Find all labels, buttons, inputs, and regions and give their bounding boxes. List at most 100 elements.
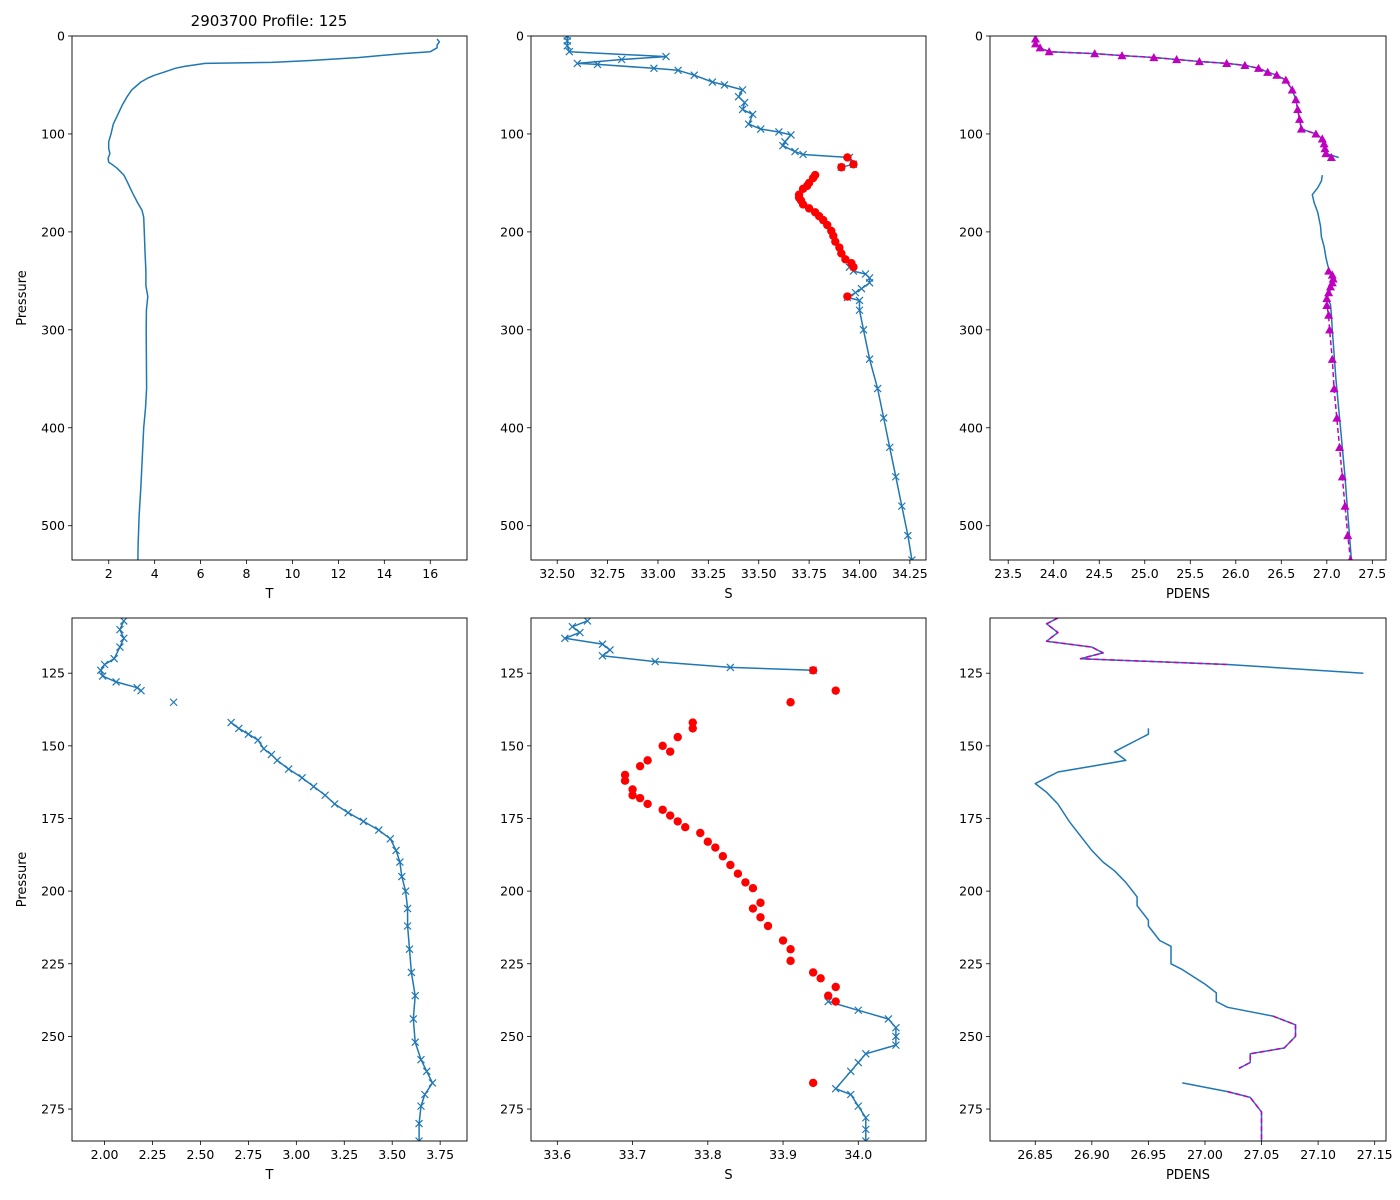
data-point-circle	[756, 898, 765, 907]
series-pdens-flagged-continued-	[1322, 266, 1353, 560]
x-tick-label: 34.25	[892, 566, 928, 581]
data-point-circle	[658, 805, 667, 814]
data-point-circle	[798, 184, 808, 193]
data-point-triangle	[1326, 152, 1336, 162]
data-point-triangle	[1322, 300, 1332, 309]
x-tick-label: 3.75	[426, 1147, 454, 1162]
data-point-circle	[628, 785, 637, 794]
y-tick-label: 100	[959, 126, 983, 141]
series-pdens-flagged	[1045, 618, 1228, 666]
y-tick-label: 175	[500, 811, 524, 826]
data-point-triangle	[1329, 384, 1339, 393]
data-point-x	[330, 800, 339, 808]
data-point-triangle	[1272, 70, 1282, 79]
data-point-x	[846, 1067, 855, 1076]
data-point-triangle	[1281, 75, 1291, 84]
data-point-x	[662, 52, 670, 61]
y-tick-label: 150	[500, 738, 524, 753]
data-point-x	[112, 677, 121, 686]
chart-density-zoom: 26.85 26.90 26.95 27.00 27.05 27.10 27.15 125 15…	[959, 617, 1393, 1183]
data-point-x	[748, 110, 757, 119]
y-tick-label: 125	[500, 666, 524, 681]
data-point-circle	[756, 913, 765, 922]
x-tick-label: 33.8	[694, 1147, 722, 1162]
data-point-circle	[786, 945, 795, 954]
data-point-x	[791, 147, 799, 156]
chart-density-full: 23.5 24.0 24.5 25.0 25.5 26.0 26.5 27.0 27.5 0 100…	[959, 29, 1387, 602]
data-point-circle	[798, 200, 808, 209]
x-tick-label: 2	[105, 566, 113, 581]
data-point-x	[116, 625, 124, 634]
data-point-circle	[763, 921, 773, 931]
data-point-circle	[786, 698, 795, 707]
data-point-circle	[837, 163, 846, 172]
y-tick-label: 275	[500, 1102, 524, 1117]
data-point-circle	[786, 956, 795, 966]
panels-container: 2 4 6 8 10 12 14 16 0 100 200 300 400 500 T Pressure 32.…	[15, 29, 1393, 1184]
data-point-x	[907, 556, 916, 560]
data-point-triangle	[1328, 274, 1338, 283]
y-tick-label: 400	[959, 420, 983, 435]
y-tick-label: 150	[959, 738, 983, 753]
x-tick-label: 2.00	[91, 1147, 119, 1162]
data-point-x	[403, 904, 412, 913]
data-point-triangle	[1319, 139, 1329, 148]
data-point-x	[851, 288, 860, 297]
data-point-x	[284, 765, 293, 774]
data-point-x	[405, 945, 414, 954]
y-tick-label: 225	[959, 956, 983, 971]
data-point-x	[865, 355, 874, 364]
y-tick-label: 500	[959, 518, 983, 533]
data-point-x	[903, 531, 912, 540]
y-tick-label: 300	[41, 322, 65, 337]
data-point-x	[575, 628, 584, 637]
data-point-circle	[718, 852, 728, 861]
data-point-triangle	[1254, 63, 1264, 72]
data-point-triangle	[1332, 413, 1342, 422]
data-point-x	[133, 683, 142, 692]
data-point-x	[606, 646, 614, 654]
data-point-triangle	[1117, 51, 1127, 60]
series-s-flagged	[794, 153, 858, 301]
x-tick-label: 26.95	[1131, 1147, 1167, 1162]
data-point-circle	[831, 982, 840, 992]
axes-frame	[71, 35, 468, 561]
x-tick-label: 26.90	[1074, 1147, 1110, 1162]
data-point-circle	[849, 160, 858, 169]
y-tick-label: 225	[41, 956, 65, 971]
x-tick-label: 33.50	[741, 566, 777, 581]
data-point-triangle	[1090, 49, 1100, 58]
series-s-flagged	[620, 666, 840, 1088]
x-tick-label: 24.0	[1040, 566, 1068, 581]
data-point-x	[831, 1084, 840, 1093]
data-point-x	[781, 137, 789, 146]
y-tick-label: 0	[57, 29, 65, 44]
data-point-triangle	[1311, 129, 1321, 138]
axes-frame	[530, 617, 927, 1142]
data-point-x	[98, 672, 107, 681]
series-s-continued-	[824, 997, 900, 1141]
data-point-circle	[681, 823, 690, 832]
data-point-circle	[643, 756, 652, 765]
data-point-circle	[748, 904, 758, 913]
axes-frame	[71, 617, 468, 1142]
data-point-x	[855, 296, 864, 305]
data-point-x	[861, 1113, 870, 1122]
y-tick-label: 200	[500, 224, 524, 239]
data-point-x	[726, 663, 735, 672]
data-point-x	[674, 66, 683, 75]
data-point-triangle	[1031, 39, 1041, 48]
data-point-circle	[841, 255, 850, 264]
x-tick-label: 6	[197, 566, 205, 581]
data-point-x	[774, 128, 783, 136]
data-point-circle	[741, 878, 750, 887]
data-point-circle	[849, 262, 858, 272]
data-point-circle	[843, 292, 852, 301]
data-point-x	[407, 968, 416, 977]
data-point-x	[744, 120, 753, 129]
x-tick-label: 26.0	[1222, 566, 1250, 581]
data-point-circle	[748, 884, 758, 893]
data-point-x	[861, 1049, 870, 1058]
data-point-triangle	[1320, 144, 1330, 153]
